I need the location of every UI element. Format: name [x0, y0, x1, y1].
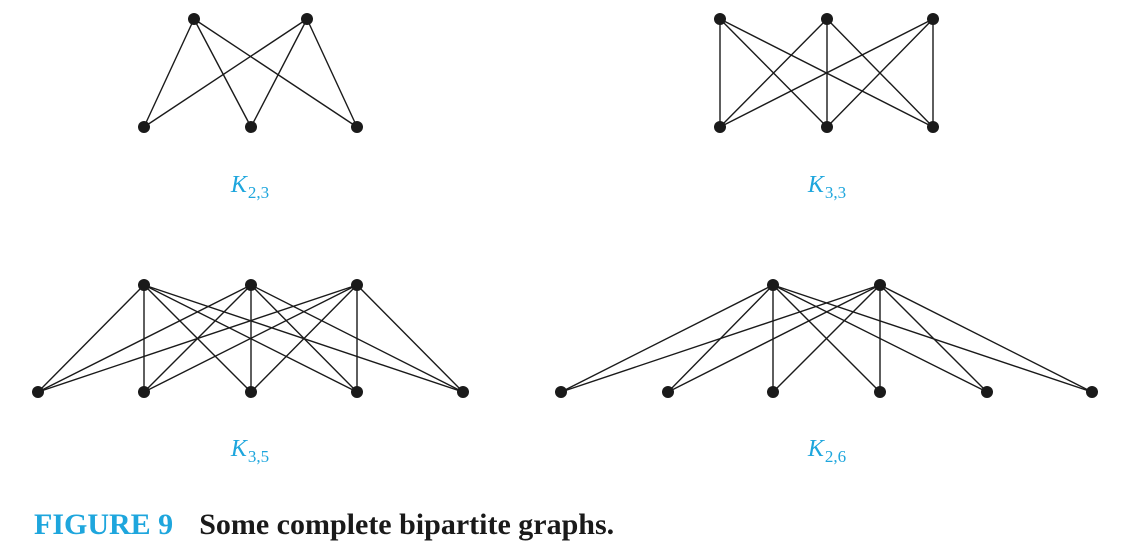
edge-k23-t2-b2	[250, 18, 308, 128]
graph-label-k23-sub: 2,3	[247, 183, 270, 202]
graph-label-k33: K3,3	[808, 172, 846, 203]
vertex-k35-top-3	[351, 279, 363, 291]
graph-label-k35-sub: 3,5	[247, 447, 270, 466]
edge-k35-t3-b2	[143, 284, 358, 393]
edge-k33-t3-b2	[826, 18, 934, 128]
edge-k35-t1-b1	[37, 284, 145, 393]
edge-k26-t2-b2	[667, 284, 881, 393]
graph-label-k35-main: K	[230, 436, 247, 462]
graph-label-k26-sub: 2,6	[824, 447, 847, 466]
edge-k35-t3-b5	[356, 284, 464, 393]
figure-caption: FIGURE 9 Some complete bipartite graphs.	[34, 508, 614, 542]
vertex-k35-top-1	[138, 279, 150, 291]
vertex-k23-bottom-3	[351, 121, 363, 133]
edge-k23-t1-b3	[193, 18, 358, 128]
vertex-k26-bottom-6	[1086, 386, 1098, 398]
graph-k35	[32, 279, 469, 398]
vertex-k26-bottom-5	[981, 386, 993, 398]
vertex-k26-top-1	[767, 279, 779, 291]
figure-caption-text: Some complete bipartite graphs.	[199, 508, 615, 541]
figure-number: FIGURE 9	[34, 508, 174, 541]
edge-k23-t1-b1	[143, 18, 195, 128]
edge-k23-t2-b3	[306, 18, 358, 128]
vertex-k35-top-2	[245, 279, 257, 291]
edge-k35-t3-b3	[250, 284, 358, 393]
edge-k23-t1-b2	[193, 18, 252, 128]
vertex-k33-top-3	[927, 13, 939, 25]
edge-k26-t1-b6	[772, 284, 1093, 393]
edge-k26-t2-b1	[560, 284, 881, 393]
vertex-k35-bottom-5	[457, 386, 469, 398]
vertex-k23-top-1	[188, 13, 200, 25]
graph-k33	[714, 13, 939, 133]
vertex-k26-bottom-2	[662, 386, 674, 398]
vertex-k33-top-2	[821, 13, 833, 25]
graph-label-k33-sub: 3,3	[824, 183, 847, 202]
edge-k35-t2-b1	[37, 284, 252, 393]
vertex-k35-bottom-2	[138, 386, 150, 398]
vertex-k35-bottom-1	[32, 386, 44, 398]
edge-k26-t1-b1	[560, 284, 774, 393]
edge-k23-t2-b1	[143, 18, 308, 128]
vertex-k23-bottom-1	[138, 121, 150, 133]
graph-k26	[555, 279, 1098, 398]
vertex-k26-bottom-1	[555, 386, 567, 398]
vertex-k23-bottom-2	[245, 121, 257, 133]
graph-k23	[138, 13, 363, 133]
graph-label-k26-main: K	[807, 436, 824, 462]
graph-label-k23-main: K	[230, 172, 247, 198]
vertex-k26-bottom-3	[767, 386, 779, 398]
edge-k33-t3-b1	[719, 18, 934, 128]
edge-k26-t2-b5	[879, 284, 988, 393]
vertex-k23-top-2	[301, 13, 313, 25]
bipartite-graphs-diagram	[32, 13, 1098, 398]
vertex-k26-bottom-4	[874, 386, 886, 398]
vertex-k33-bottom-3	[927, 121, 939, 133]
vertex-k33-bottom-2	[821, 121, 833, 133]
vertex-k35-bottom-3	[245, 386, 257, 398]
edge-k26-t2-b6	[879, 284, 1093, 393]
edge-k33-t2-b1	[719, 18, 828, 128]
graph-label-k23: K2,3	[231, 172, 269, 203]
edge-k35-t3-b1	[37, 284, 358, 393]
vertex-k26-top-2	[874, 279, 886, 291]
graph-label-k26: K2,6	[808, 436, 846, 467]
vertex-k33-bottom-1	[714, 121, 726, 133]
edge-k26-t2-b3	[772, 284, 881, 393]
vertex-k35-bottom-4	[351, 386, 363, 398]
graph-label-k35: K3,5	[231, 436, 269, 467]
vertex-k33-top-1	[714, 13, 726, 25]
graph-label-k33-main: K	[807, 172, 824, 198]
